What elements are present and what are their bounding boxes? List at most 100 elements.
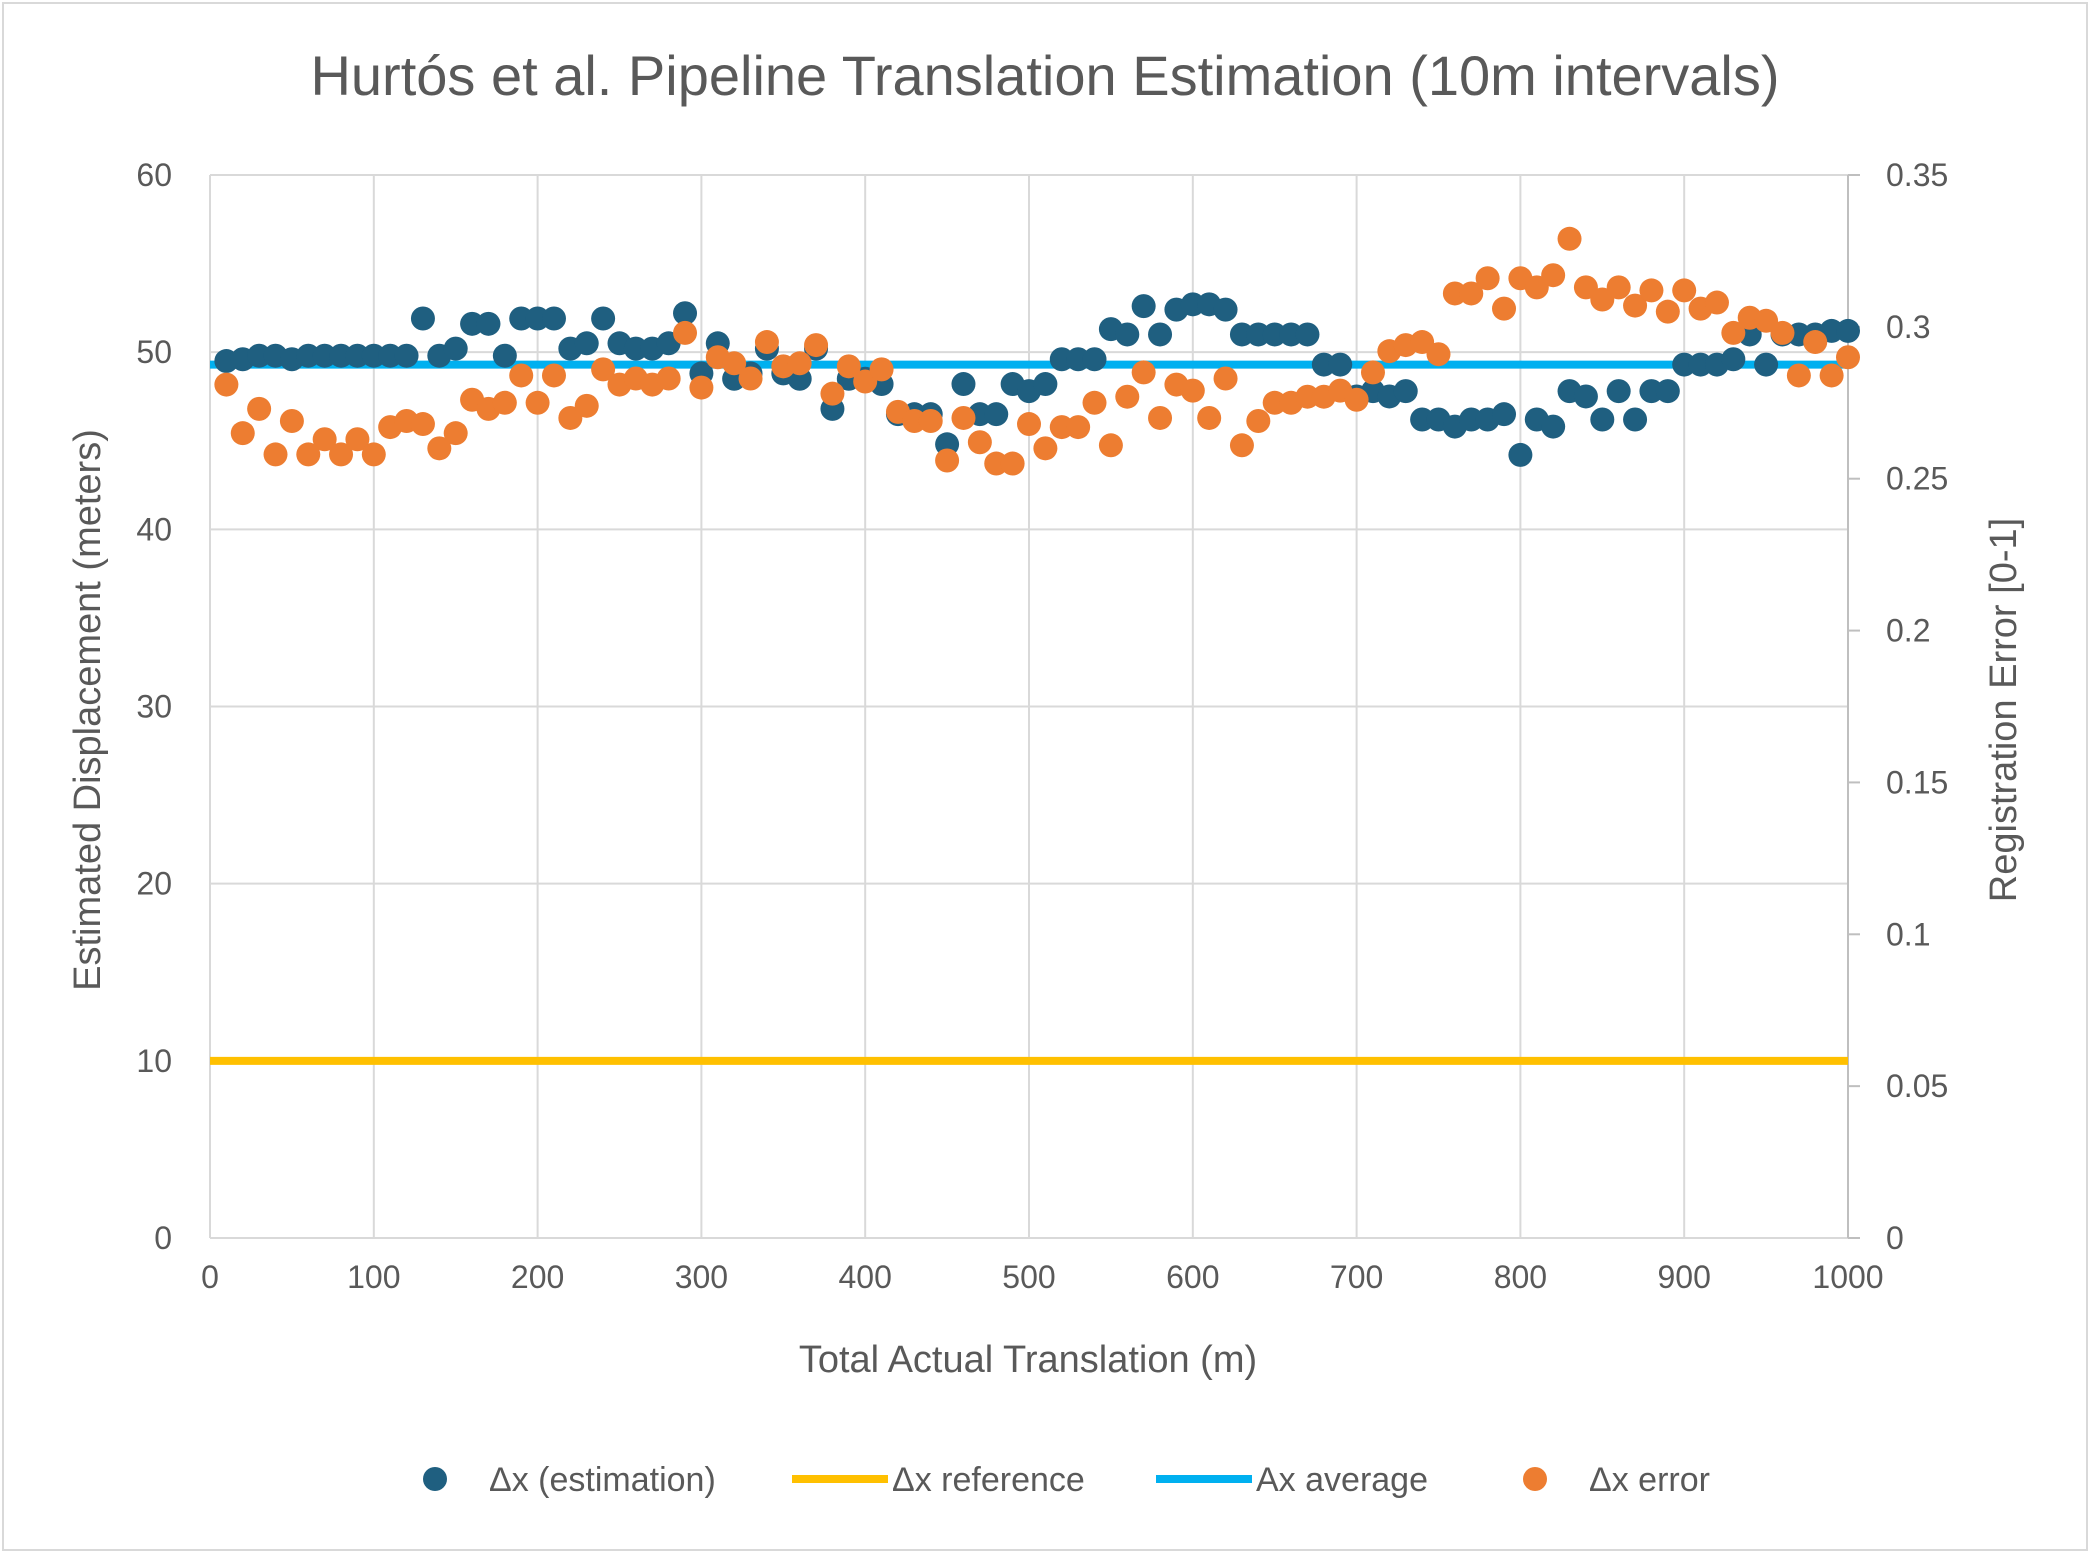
- series-3-point: [410, 412, 435, 437]
- y2-tick-label: 0.35: [1886, 157, 1948, 193]
- series-0-point: [1623, 407, 1648, 432]
- legend-label-1: Δx reference: [892, 1461, 1085, 1499]
- series-3-point: [1148, 405, 1173, 430]
- series-0-point: [1295, 322, 1320, 347]
- series-3-point: [1770, 320, 1795, 345]
- series-3-point: [591, 357, 616, 382]
- legend-label-3: Δx error: [1589, 1461, 1710, 1499]
- series-3-point: [1672, 278, 1697, 303]
- series-3-point: [427, 436, 452, 461]
- series-0-point: [1836, 318, 1860, 343]
- series-3-point: [1704, 290, 1729, 315]
- x-axis-label: Total Actual Translation (m): [799, 1339, 1257, 1381]
- series-3-point: [754, 330, 779, 355]
- series-3-point: [525, 390, 550, 415]
- series-3-point: [443, 421, 468, 446]
- legend-marker-3: [1523, 1467, 1547, 1491]
- series-0-point: [951, 372, 976, 397]
- series-3-point: [967, 430, 992, 455]
- y-tick-label: 40: [136, 511, 172, 547]
- series-3-point: [1459, 281, 1484, 306]
- legend-marker-0: [423, 1467, 447, 1491]
- y2-tick-label: 0.1: [1886, 916, 1930, 952]
- x-tick-label: 700: [1330, 1259, 1383, 1295]
- series-3-point: [1754, 308, 1779, 333]
- y-tick-label: 0: [154, 1220, 172, 1256]
- series-3-point: [1803, 330, 1828, 355]
- series-3-point: [509, 363, 534, 388]
- series-3-point: [541, 363, 566, 388]
- series-3-point: [361, 442, 386, 467]
- series-0-point: [673, 301, 698, 326]
- x-tick-label: 300: [675, 1259, 728, 1295]
- x-tick-label: 1000: [1812, 1259, 1883, 1295]
- x-tick-label: 100: [347, 1259, 400, 1295]
- series-3-point: [1606, 275, 1631, 300]
- series-0-point: [476, 311, 501, 336]
- x-tick-label: 0: [201, 1259, 219, 1295]
- series-3-point: [1180, 378, 1205, 403]
- x-tick-label: 800: [1494, 1259, 1547, 1295]
- y-axis-label: Estimated Displacement (meters): [67, 429, 109, 991]
- series-3-point: [1819, 363, 1844, 388]
- series-3-point: [1639, 278, 1664, 303]
- series-3-point: [263, 442, 288, 467]
- x-tick-label: 600: [1166, 1259, 1219, 1295]
- y2-tick-label: 0.05: [1886, 1068, 1948, 1104]
- series-3-point: [935, 448, 960, 473]
- series-3-point: [869, 357, 894, 382]
- series-3-point: [1033, 436, 1058, 461]
- series-3-point: [1098, 433, 1123, 458]
- y2-tick-label: 0.25: [1886, 461, 1948, 497]
- y2-tick-label: 0.2: [1886, 613, 1930, 649]
- series-3-point: [574, 393, 599, 418]
- series-3-point: [820, 381, 845, 406]
- series-3-point: [558, 405, 583, 430]
- series-3-point: [1360, 360, 1385, 385]
- y-tick-label: 10: [136, 1043, 172, 1079]
- y-tick-label: 60: [136, 157, 172, 193]
- series-3-point: [787, 351, 812, 376]
- x-tick-label: 200: [511, 1259, 564, 1295]
- series-3-point: [1344, 387, 1369, 412]
- series-0-point: [443, 336, 468, 361]
- series-3-point: [1721, 320, 1746, 345]
- series-0-point: [394, 343, 419, 368]
- series-0-point: [1131, 294, 1156, 319]
- series-3-point: [1524, 275, 1549, 300]
- series-3-point: [1000, 451, 1025, 476]
- series-0-point: [1213, 297, 1238, 322]
- series-0-point: [1754, 352, 1779, 377]
- series-0-point: [1721, 347, 1746, 372]
- series-3-point: [738, 366, 763, 391]
- series-3-point: [804, 333, 829, 358]
- series-0-point: [1115, 322, 1140, 347]
- series-3-point: [1541, 263, 1566, 288]
- series-0-point: [1606, 379, 1631, 404]
- series-3-point: [1213, 366, 1238, 391]
- series-0-point: [1082, 347, 1107, 372]
- series-3-point: [279, 409, 304, 434]
- y-tick-label: 30: [136, 689, 172, 725]
- reference-lines: [210, 360, 1848, 1065]
- series-3-point: [230, 421, 255, 446]
- series-0-point: [1148, 322, 1173, 347]
- series-0-point: [410, 306, 435, 331]
- y-tick-label: 20: [136, 866, 172, 902]
- series-3-point: [1229, 433, 1254, 458]
- series-0-point: [1492, 402, 1517, 427]
- tick-labels: 0 100 200 300 400 500 600 700 800 900 100001020304…: [136, 157, 1948, 1295]
- y2-tick-label: 0.3: [1886, 309, 1930, 345]
- series-3-point: [1426, 342, 1451, 367]
- legend-label-0: Δx (estimation): [489, 1461, 716, 1499]
- series-3-point: [836, 354, 861, 379]
- series-3-point: [1017, 412, 1041, 437]
- series-3-point: [1475, 266, 1500, 291]
- series-3-point: [214, 372, 239, 397]
- series-0-point: [1590, 407, 1615, 432]
- series-3-point: [722, 351, 747, 376]
- series-0-point: [1508, 442, 1533, 467]
